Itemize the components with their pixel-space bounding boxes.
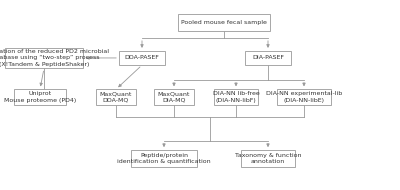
FancyBboxPatch shape bbox=[214, 89, 258, 105]
FancyBboxPatch shape bbox=[96, 89, 136, 105]
FancyBboxPatch shape bbox=[5, 48, 83, 68]
FancyBboxPatch shape bbox=[14, 89, 66, 105]
FancyBboxPatch shape bbox=[245, 51, 291, 65]
Text: DDA-PASEF: DDA-PASEF bbox=[124, 55, 160, 60]
FancyBboxPatch shape bbox=[178, 14, 270, 31]
FancyBboxPatch shape bbox=[241, 150, 295, 167]
Text: DIA-NN experimental-lib
(DIA-NN-libE): DIA-NN experimental-lib (DIA-NN-libE) bbox=[266, 91, 342, 103]
Text: Generation of the reduced PD2 microbial
database using “two-step” process
(X!Tan: Generation of the reduced PD2 microbial … bbox=[0, 49, 108, 67]
Text: Taxonomy & function
annotation: Taxonomy & function annotation bbox=[235, 153, 301, 165]
FancyBboxPatch shape bbox=[154, 89, 194, 105]
FancyBboxPatch shape bbox=[277, 89, 331, 105]
Text: DIA-NN lib-free
(DIA-NN-libF): DIA-NN lib-free (DIA-NN-libF) bbox=[213, 91, 259, 103]
Text: DIA-PASEF: DIA-PASEF bbox=[252, 55, 284, 60]
Text: MaxQuant
DDA-MQ: MaxQuant DDA-MQ bbox=[100, 91, 132, 103]
Text: MaxQuant
DIA-MQ: MaxQuant DIA-MQ bbox=[158, 91, 190, 103]
Text: Peptide/protein
identification & quantification: Peptide/protein identification & quantif… bbox=[117, 153, 211, 165]
FancyBboxPatch shape bbox=[131, 150, 197, 167]
FancyBboxPatch shape bbox=[119, 51, 165, 65]
Text: Pooled mouse fecal sample: Pooled mouse fecal sample bbox=[181, 20, 267, 25]
Text: Uniprot
Mouse proteome (PD4): Uniprot Mouse proteome (PD4) bbox=[4, 91, 76, 103]
